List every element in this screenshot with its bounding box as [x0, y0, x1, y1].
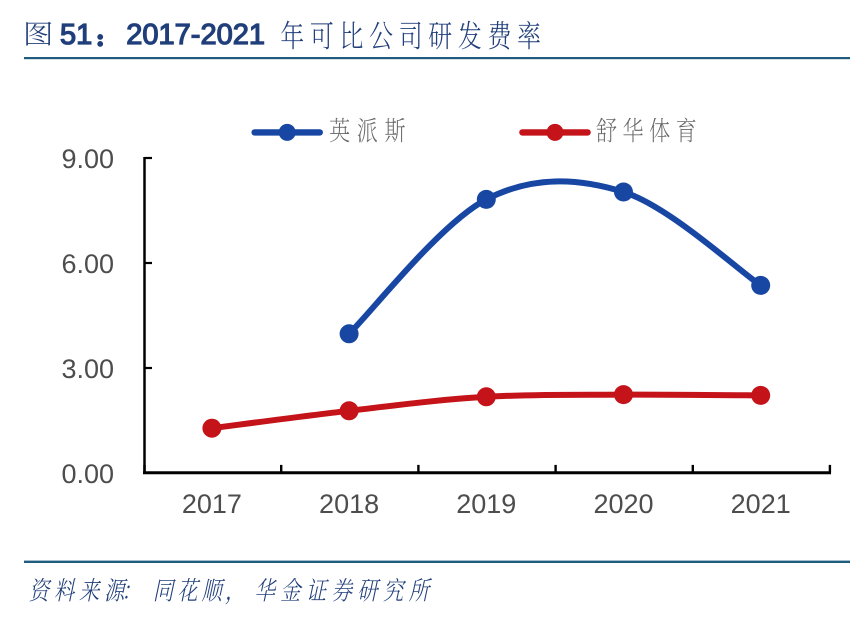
svg-text:2017-2021: 2017-2021: [126, 19, 265, 51]
svg-text:2019: 2019: [456, 489, 516, 519]
svg-text:6.00: 6.00: [61, 249, 114, 279]
svg-text:51: 51: [60, 19, 92, 51]
svg-text:2018: 2018: [319, 489, 379, 519]
svg-text:0.00: 0.00: [61, 459, 114, 489]
svg-text:2017: 2017: [182, 489, 242, 519]
svg-text:3.00: 3.00: [61, 354, 114, 384]
svg-text:2020: 2020: [593, 489, 653, 519]
svg-text:9.00: 9.00: [61, 144, 114, 174]
svg-text:2021: 2021: [731, 489, 791, 519]
